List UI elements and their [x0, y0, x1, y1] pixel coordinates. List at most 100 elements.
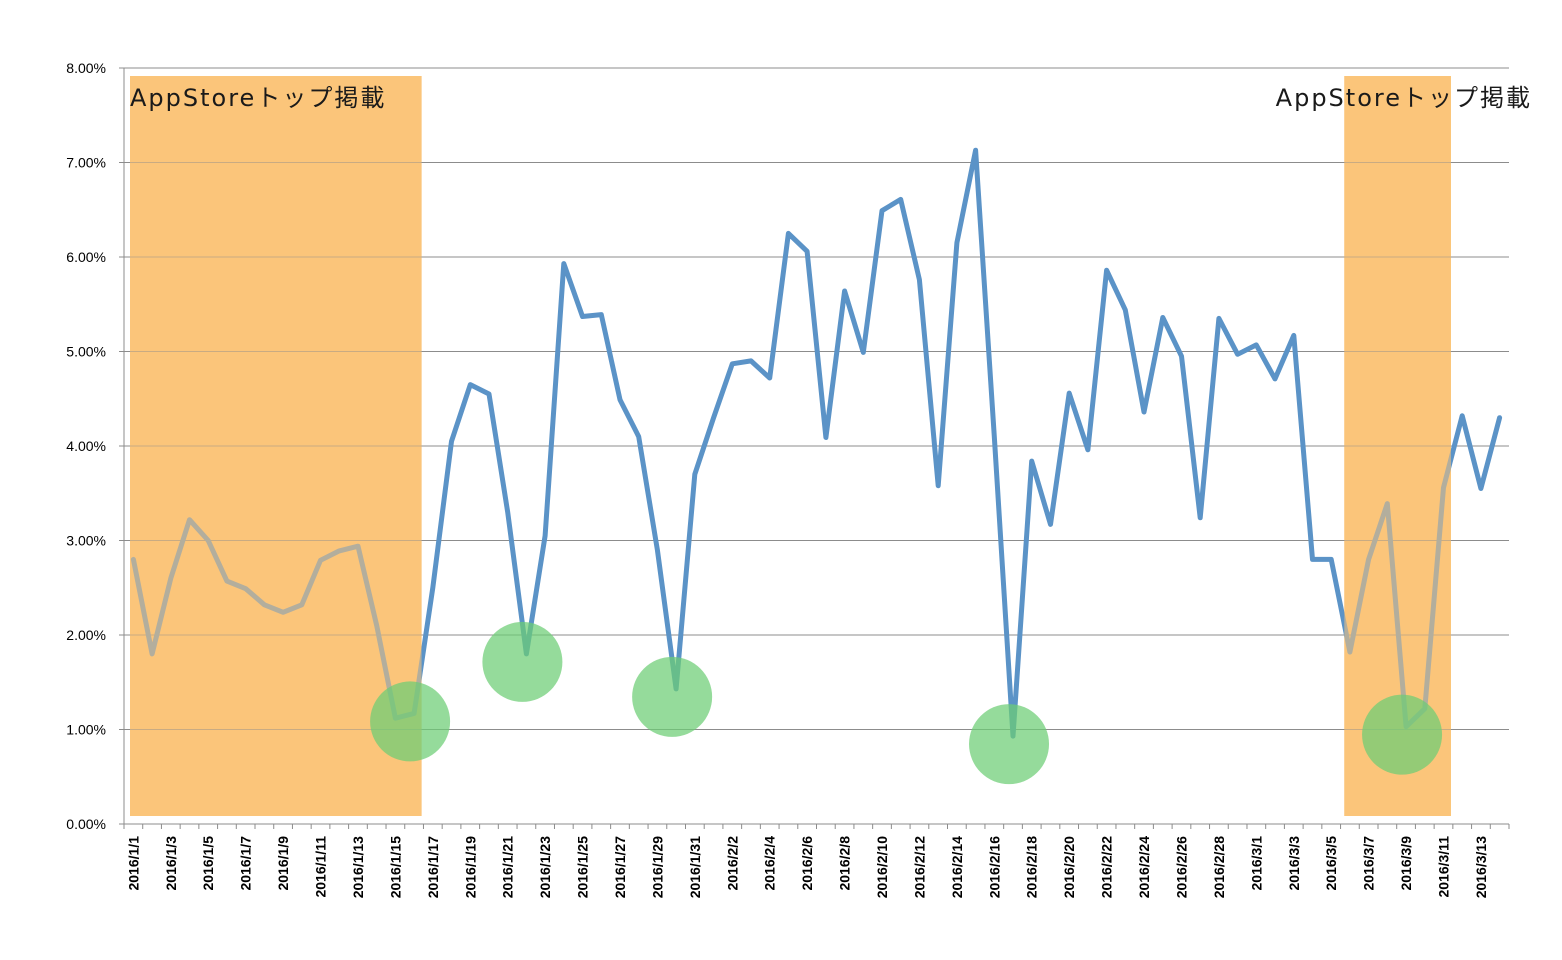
y-tick-label: 5.00% [66, 344, 106, 360]
x-tick-label: 2016/2/16 [986, 836, 1002, 898]
data-point [786, 231, 791, 236]
x-tick-label: 2016/1/11 [313, 836, 329, 898]
x-tick-label: 2016/2/24 [1136, 836, 1152, 898]
x-tick-label: 2016/1/1 [125, 836, 141, 891]
highlight-circle [1362, 694, 1443, 775]
y-tick-label: 3.00% [66, 533, 106, 549]
x-tick-label: 2016/1/23 [537, 836, 553, 898]
x-tick-label: 2016/3/11 [1435, 836, 1451, 898]
axes [119, 67, 1510, 829]
data-point [730, 361, 735, 366]
data-point [1497, 415, 1502, 420]
x-tick-label: 2016/2/26 [1173, 836, 1189, 898]
data-point [1478, 486, 1483, 491]
highlight-circle [969, 704, 1050, 785]
x-tick-label: 2016/1/25 [575, 836, 591, 898]
data-point [1123, 307, 1128, 312]
x-tick-label: 2016/1/17 [425, 836, 441, 898]
x-tick-label: 2016/2/14 [949, 836, 965, 898]
y-tick-label: 2.00% [66, 627, 106, 643]
highlight-circle [632, 656, 713, 737]
data-point [1085, 447, 1090, 452]
x-tick-label: 2016/3/5 [1323, 836, 1339, 891]
data-point [580, 314, 585, 319]
x-tick-label: 2016/1/7 [238, 836, 254, 891]
y-tick-label: 1.00% [66, 722, 106, 738]
x-tick-label: 2016/1/9 [275, 836, 291, 891]
data-point [1067, 391, 1072, 396]
x-tick-label: 2016/3/9 [1398, 836, 1414, 891]
y-tick-label: 6.00% [66, 249, 106, 265]
x-tick-label: 2016/2/12 [911, 836, 927, 898]
data-point [861, 350, 866, 355]
data-point [936, 483, 941, 488]
data-point [1048, 522, 1053, 527]
x-tick-label: 2016/1/19 [462, 836, 478, 898]
data-point [617, 397, 622, 402]
data-point [1291, 333, 1296, 338]
x-tick-label: 2016/1/13 [350, 836, 366, 898]
x-tick-label: 2016/2/18 [1024, 836, 1040, 898]
data-point [1160, 315, 1165, 320]
x-tick-label: 2016/1/29 [649, 836, 665, 898]
data-point [599, 312, 604, 317]
x-tick-label: 2016/2/20 [1061, 836, 1077, 898]
data-point [449, 439, 454, 444]
data-point [430, 585, 435, 590]
data-point [1329, 557, 1334, 562]
data-point [1216, 316, 1221, 321]
data-point [748, 358, 753, 363]
data-point [692, 472, 697, 477]
highlight-band-overlay [130, 76, 422, 816]
data-point [1235, 352, 1240, 357]
x-tick-label: 2016/1/27 [612, 836, 628, 898]
highlight-circle [370, 681, 451, 762]
data-point [805, 249, 810, 254]
data-point [880, 208, 885, 213]
data-point [1273, 376, 1278, 381]
y-tick-label: 4.00% [66, 438, 106, 454]
data-point [1198, 515, 1203, 520]
data-point [543, 533, 548, 538]
data-point [468, 382, 473, 387]
data-point [486, 392, 491, 397]
highlight-label-1: AppStoreトップ掲載 [130, 84, 386, 112]
x-tick-label: 2016/3/7 [1361, 836, 1377, 891]
y-tick-label: 7.00% [66, 155, 106, 171]
data-point [1142, 409, 1147, 414]
x-tick-label: 2016/2/4 [762, 836, 778, 891]
band-overlay [130, 76, 1451, 816]
x-tick-label: 2016/2/22 [1099, 836, 1115, 898]
data-point [1460, 413, 1465, 418]
data-point [898, 197, 903, 202]
data-point [1179, 354, 1184, 359]
x-tick-labels: 2016/1/1 2016/1/3 2016/1/5 2016/1/7 2016/1/9… [125, 836, 1489, 899]
y-tick-labels: 0.00% 1.00% 2.00% 3.00% 4.00% 5.00% 6.00% 7.00%… [66, 60, 106, 832]
x-tick-label: 2016/1/15 [387, 836, 403, 898]
y-tick-label: 0.00% [66, 816, 106, 832]
highlight-circle [482, 621, 563, 702]
x-tick-label: 2016/3/1 [1248, 836, 1264, 891]
x-tick-label: 2016/2/28 [1211, 836, 1227, 898]
data-point [505, 510, 510, 515]
highlight-label-2: AppStoreトップ掲載 [1276, 84, 1532, 112]
x-tick-label: 2016/2/6 [799, 836, 815, 891]
highlight-band-overlay [1344, 76, 1451, 816]
x-tick-label: 2016/2/2 [724, 836, 740, 891]
x-tick-label: 2016/3/13 [1473, 836, 1489, 898]
x-tick-label: 2016/2/8 [837, 836, 853, 891]
data-point [1029, 459, 1034, 464]
data-point [954, 240, 959, 245]
data-point [1104, 268, 1109, 273]
data-point [561, 261, 566, 266]
data-point [823, 435, 828, 440]
circle-markers [370, 621, 1443, 785]
x-tick-label: 2016/1/5 [200, 836, 216, 891]
data-point [842, 289, 847, 294]
data-point [636, 434, 641, 439]
x-tick-label: 2016/2/10 [874, 836, 890, 898]
x-tick-label: 2016/1/3 [163, 836, 179, 891]
data-point [711, 415, 716, 420]
data-point [1310, 557, 1315, 562]
